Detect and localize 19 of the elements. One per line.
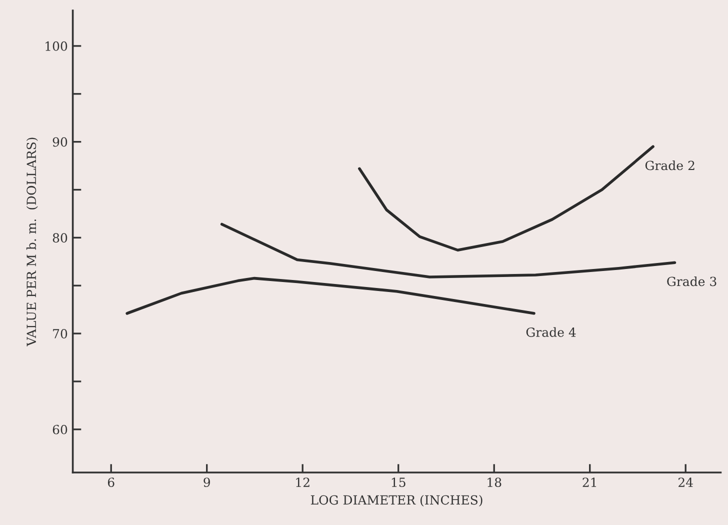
series-label: Grade 3 (667, 276, 716, 286)
x-tick-label: 9 (204, 478, 210, 488)
x-axis-title: LOG DIAMETER (INCHES) (310, 495, 482, 506)
x-tick-label: 24 (678, 478, 693, 487)
y-axis-title: VALUE PER M b. m. (DOLLARS) (26, 138, 38, 346)
line-series (220, 222, 676, 278)
line-series (126, 276, 536, 315)
x-tick-label: 18 (488, 478, 502, 488)
y-tick-label: 80 (52, 233, 68, 243)
x-tick-label: 6 (108, 478, 114, 488)
x-tick-label: 15 (392, 478, 406, 488)
y-tick-label: 100 (46, 41, 68, 51)
series-label: Grade 4 (526, 327, 576, 337)
y-tick-label: 60 (52, 424, 68, 434)
series-label: Grade 2 (645, 160, 694, 170)
x-tick-label: 21 (582, 478, 596, 487)
y-tick-label: 90 (52, 137, 68, 147)
y-tick-label: 70 (53, 328, 68, 338)
x-tick-label: 12 (296, 478, 310, 487)
